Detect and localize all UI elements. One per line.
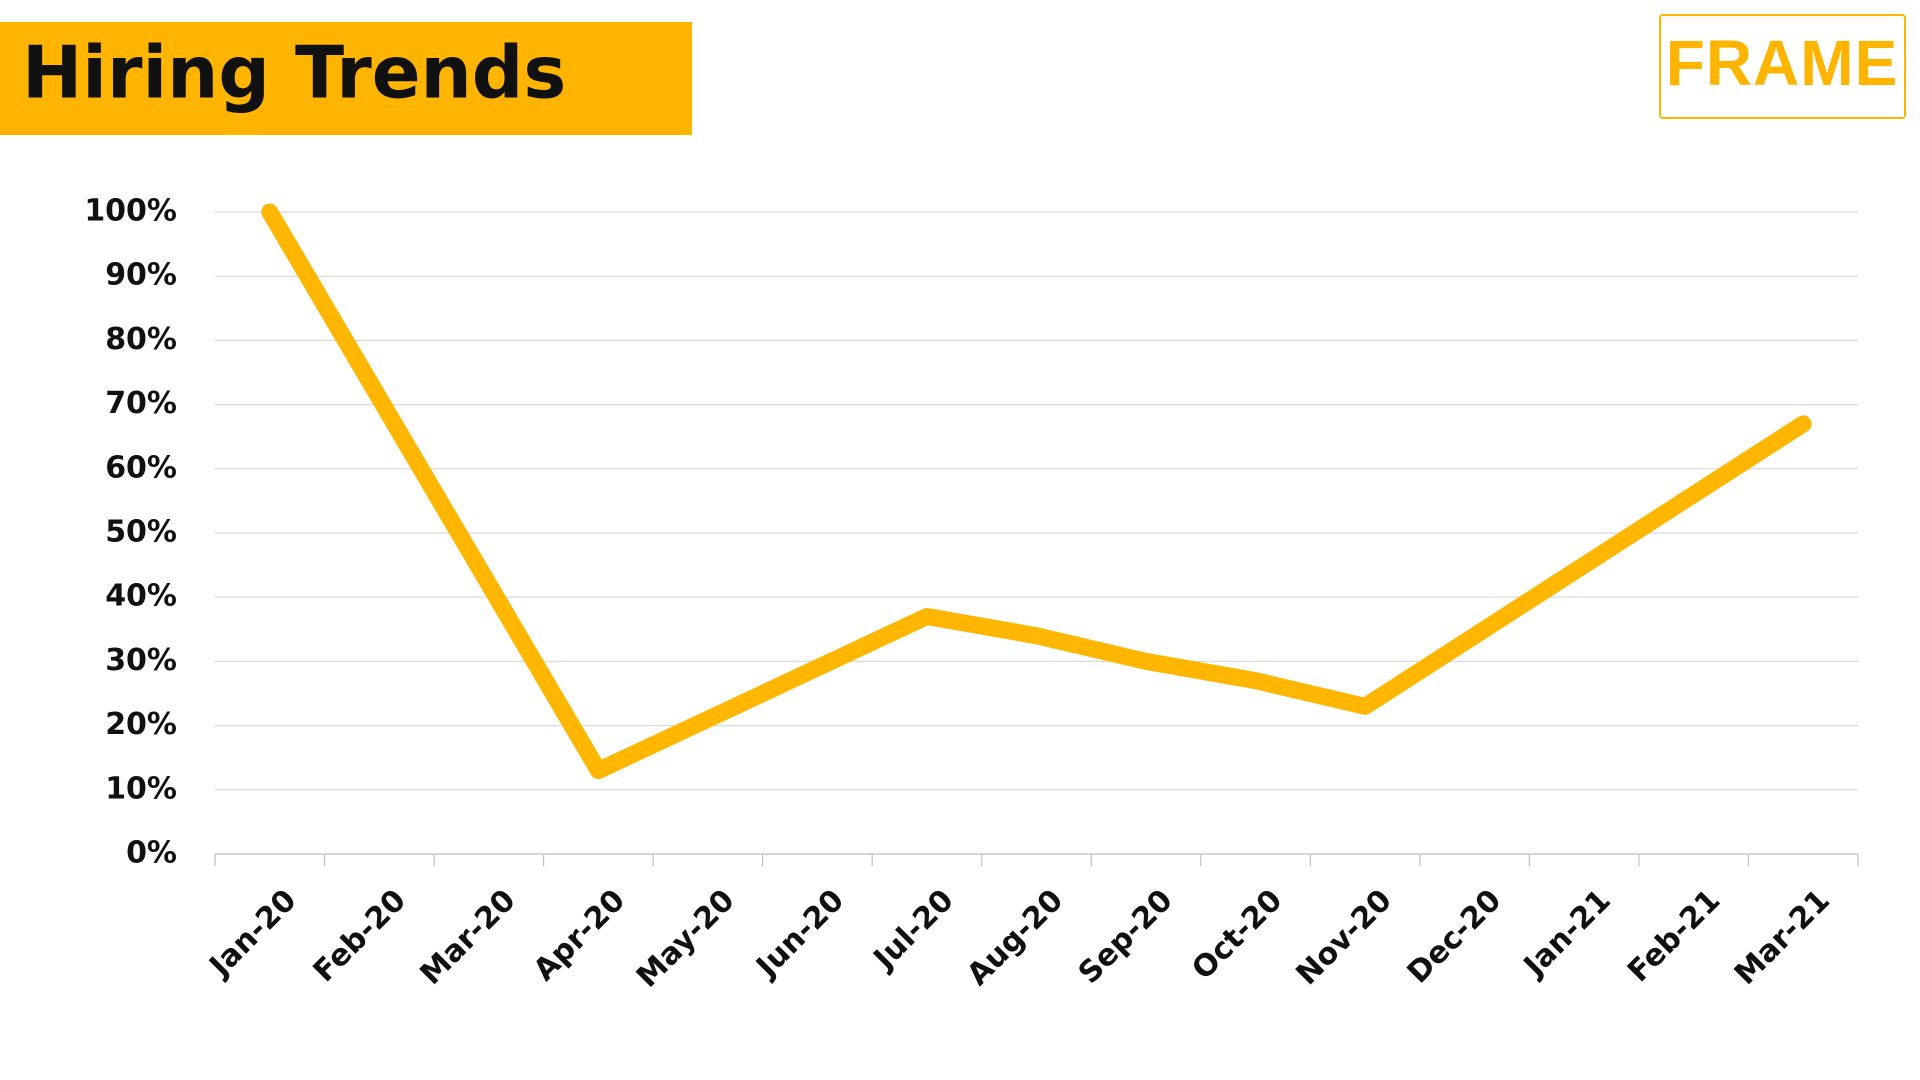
x-tick-label: Jul-20 [866,883,961,978]
title-background [0,22,692,135]
data-line [261,203,1812,780]
x-tick-label: Jan-20 [202,883,304,985]
x-tick-label: Oct-20 [1185,883,1289,987]
x-tick-label: May-20 [630,883,742,995]
chart-title: Hiring Trends [22,31,566,115]
x-tick-label: Feb-21 [1621,883,1727,989]
y-tick-label: 100% [84,194,177,229]
y-tick-label: 70% [105,386,177,421]
x-tick-label: Jun-20 [749,883,852,986]
y-tick-label: 60% [105,450,177,485]
x-tick-label: Mar-20 [414,883,523,992]
y-tick-label: 0% [126,836,177,871]
logo-box [1659,14,1906,119]
logo: FRAME [1666,27,1899,99]
x-tick-label: Feb-20 [307,883,413,989]
x-tick-label: Mar-21 [1728,883,1837,992]
x-tick-label: Apr-20 [527,883,632,988]
x-tick-label: Dec-20 [1401,883,1509,991]
x-tick-label: Sep-20 [1072,883,1180,991]
y-tick-label: 20% [105,707,177,742]
y-tick-label: 80% [105,322,177,357]
x-tick-label: Aug-20 [960,883,1070,993]
y-tick-label: 10% [105,771,177,806]
y-tick-label: 90% [105,258,177,293]
y-tick-label: 40% [105,579,177,614]
x-tick-label: Jan-21 [1516,883,1618,985]
y-tick-label: 50% [105,515,177,550]
y-tick-label: 30% [105,643,177,678]
x-tick-label: Nov-20 [1290,883,1399,992]
